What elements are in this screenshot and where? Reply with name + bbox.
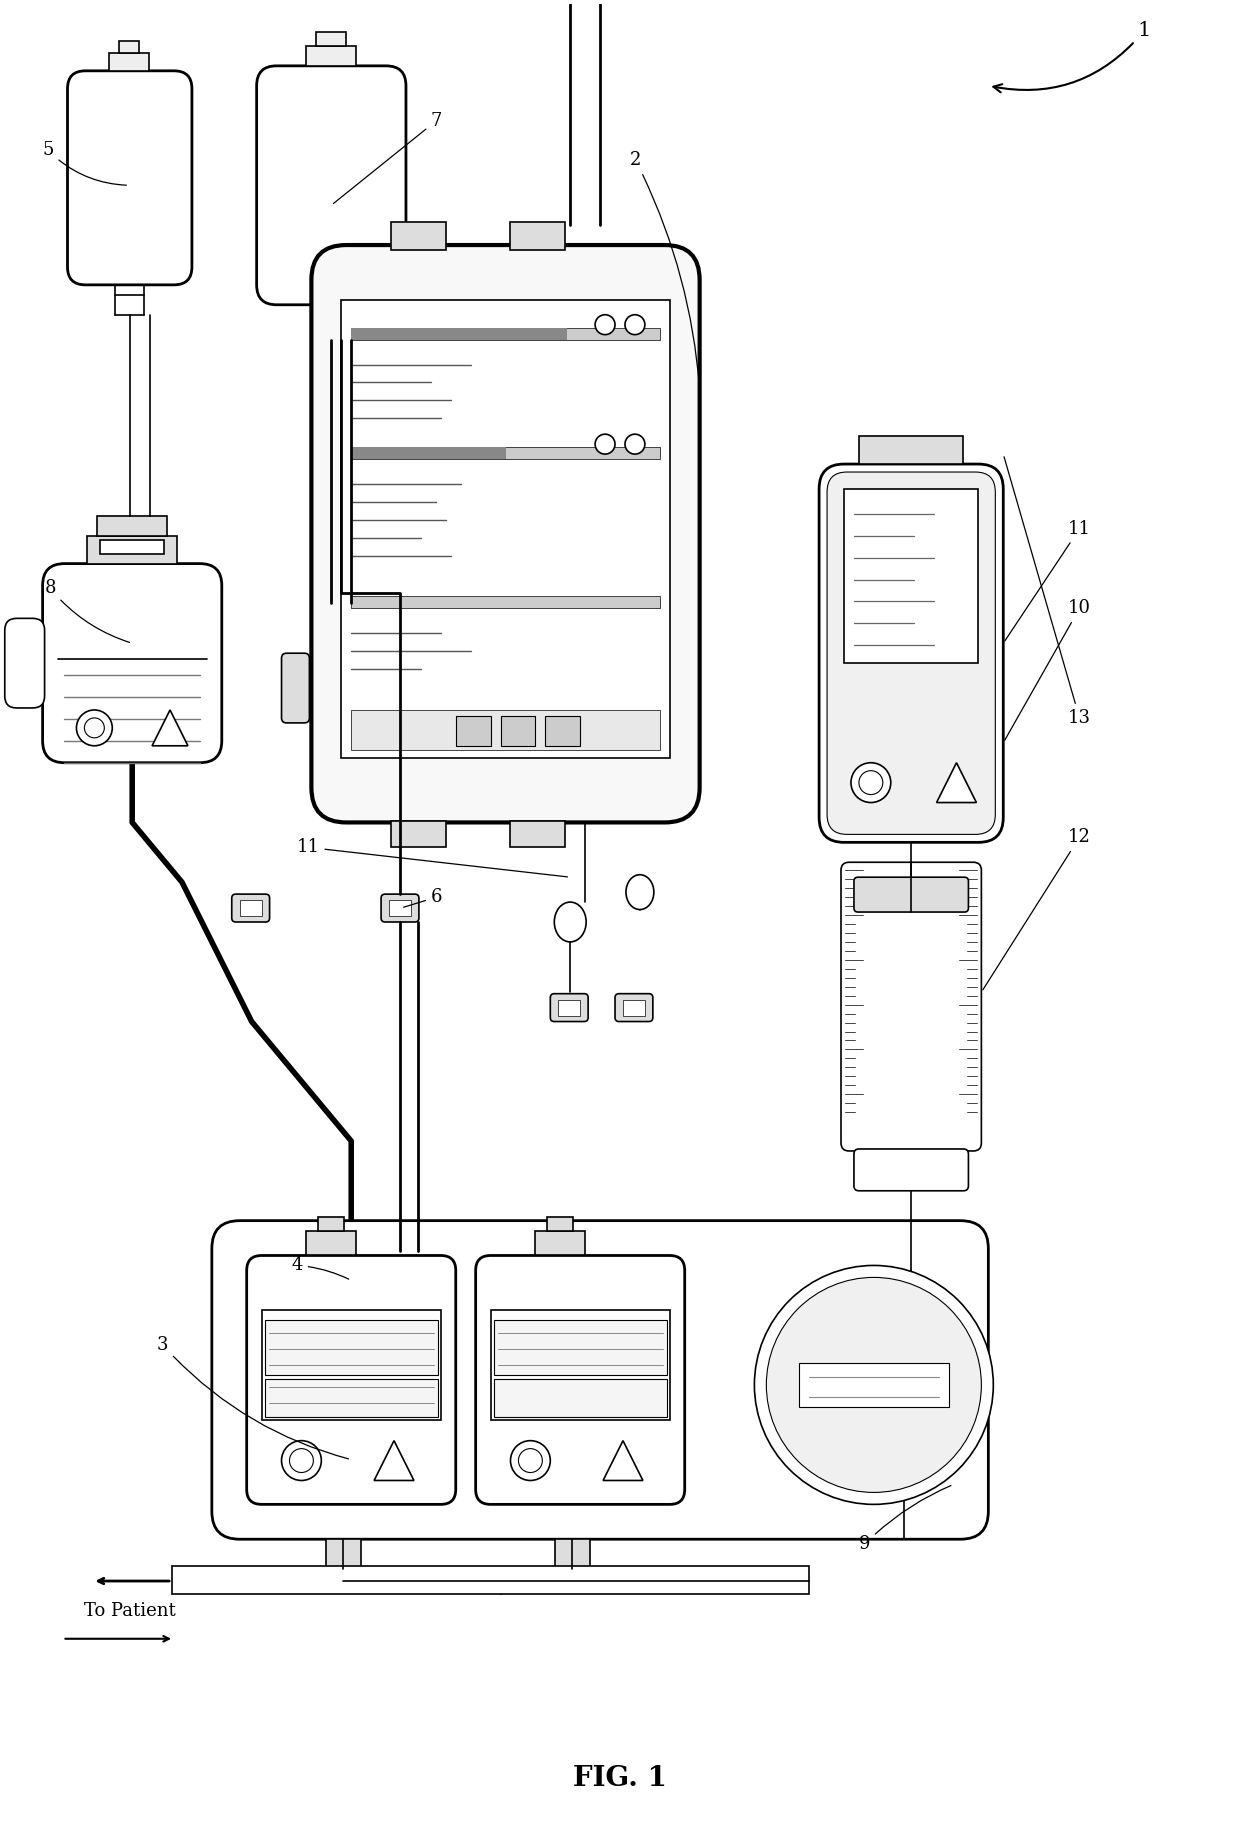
Circle shape <box>77 709 113 746</box>
Bar <box>351 448 660 459</box>
Bar <box>501 717 536 746</box>
Text: 3: 3 <box>157 1335 348 1459</box>
Bar <box>264 1380 438 1416</box>
FancyBboxPatch shape <box>281 654 310 722</box>
Circle shape <box>281 1440 321 1481</box>
FancyBboxPatch shape <box>5 619 45 707</box>
Bar <box>859 437 963 464</box>
Bar <box>389 901 410 915</box>
Bar <box>316 31 346 46</box>
Circle shape <box>595 435 615 455</box>
Bar <box>391 822 446 847</box>
Circle shape <box>625 315 645 335</box>
Bar <box>511 822 565 847</box>
Bar <box>351 448 506 459</box>
Bar <box>494 1321 667 1374</box>
Text: 9: 9 <box>859 1485 951 1553</box>
Bar <box>172 1566 810 1593</box>
FancyBboxPatch shape <box>381 893 419 923</box>
Bar <box>491 1310 670 1420</box>
Bar <box>100 540 164 554</box>
Circle shape <box>289 1448 314 1472</box>
Bar <box>264 1321 438 1374</box>
FancyBboxPatch shape <box>247 1256 456 1505</box>
Bar <box>262 1310 440 1420</box>
Circle shape <box>511 1440 551 1481</box>
Text: 8: 8 <box>45 580 129 643</box>
Bar <box>556 1540 590 1569</box>
Bar <box>494 1380 667 1416</box>
FancyBboxPatch shape <box>311 245 699 822</box>
Text: FIG. 1: FIG. 1 <box>573 1765 667 1792</box>
Text: 11: 11 <box>296 838 568 877</box>
Bar <box>351 328 567 339</box>
Bar <box>546 717 580 746</box>
Circle shape <box>595 315 615 335</box>
FancyBboxPatch shape <box>615 993 652 1022</box>
Text: 2: 2 <box>630 151 699 387</box>
FancyBboxPatch shape <box>42 564 222 763</box>
FancyBboxPatch shape <box>854 877 968 912</box>
Bar <box>306 46 356 66</box>
Text: 6: 6 <box>404 888 443 908</box>
FancyBboxPatch shape <box>551 993 588 1022</box>
FancyBboxPatch shape <box>257 66 405 304</box>
Bar <box>341 300 670 757</box>
Circle shape <box>859 770 883 794</box>
Bar <box>109 53 149 70</box>
Ellipse shape <box>626 875 653 910</box>
Bar <box>547 1218 573 1230</box>
Bar <box>558 1000 580 1015</box>
Polygon shape <box>374 1440 414 1481</box>
Bar <box>844 488 978 663</box>
FancyBboxPatch shape <box>841 862 981 1151</box>
Text: 4: 4 <box>291 1256 348 1278</box>
Circle shape <box>851 763 890 803</box>
FancyBboxPatch shape <box>212 1221 988 1540</box>
Text: 1: 1 <box>993 20 1151 92</box>
Bar <box>239 901 262 915</box>
FancyBboxPatch shape <box>827 472 996 834</box>
Bar <box>456 717 491 746</box>
FancyBboxPatch shape <box>854 1149 968 1190</box>
Circle shape <box>518 1448 542 1472</box>
Text: 10: 10 <box>1004 599 1091 740</box>
Text: 12: 12 <box>983 829 1091 989</box>
Ellipse shape <box>554 903 587 941</box>
Bar <box>351 709 660 750</box>
Bar <box>511 223 565 251</box>
FancyBboxPatch shape <box>476 1256 684 1505</box>
Text: 13: 13 <box>1004 457 1091 728</box>
Text: 11: 11 <box>1004 519 1091 641</box>
Bar <box>351 597 660 608</box>
Circle shape <box>766 1277 981 1492</box>
Bar <box>98 516 167 536</box>
Bar <box>326 1540 361 1569</box>
Bar <box>622 1000 645 1015</box>
Circle shape <box>84 718 104 739</box>
Bar <box>119 41 139 53</box>
FancyBboxPatch shape <box>232 893 269 923</box>
Text: 5: 5 <box>42 142 126 186</box>
Bar <box>800 1363 949 1407</box>
Circle shape <box>625 435 645 455</box>
Circle shape <box>754 1265 993 1505</box>
FancyBboxPatch shape <box>820 464 1003 842</box>
Bar <box>87 536 177 564</box>
Polygon shape <box>603 1440 642 1481</box>
Text: 7: 7 <box>334 112 443 203</box>
Polygon shape <box>936 763 976 803</box>
Polygon shape <box>153 709 188 746</box>
FancyBboxPatch shape <box>67 70 192 286</box>
Bar <box>391 223 446 251</box>
Bar <box>306 1230 356 1256</box>
Text: To Patient: To Patient <box>84 1603 176 1619</box>
Bar <box>351 328 660 339</box>
Bar <box>319 1218 345 1230</box>
Bar <box>536 1230 585 1256</box>
